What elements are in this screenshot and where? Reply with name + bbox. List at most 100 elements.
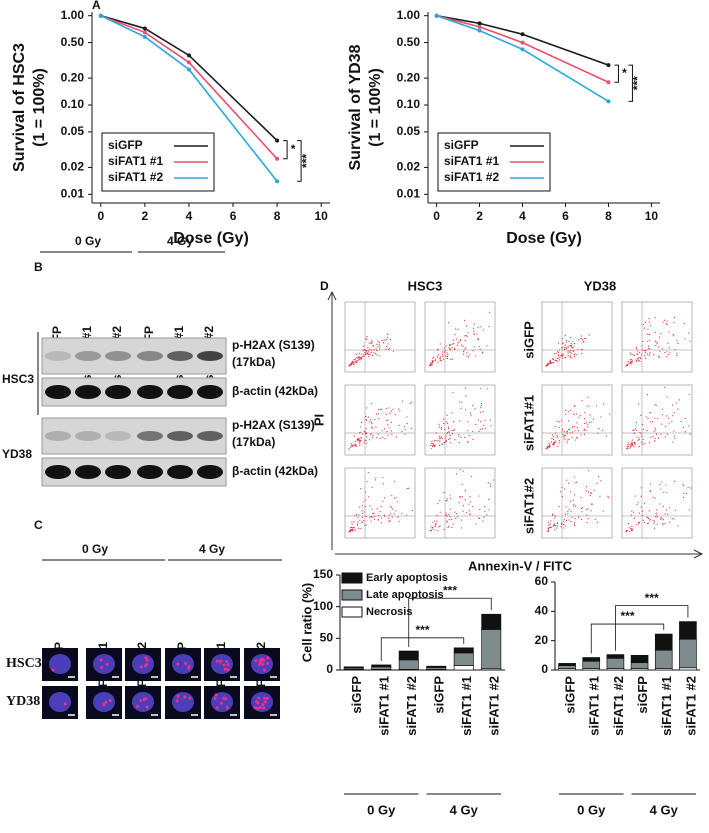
event-dot — [379, 510, 381, 513]
event-dot — [354, 529, 357, 531]
event-dot — [580, 434, 582, 436]
event-dot — [551, 362, 553, 364]
event-dot — [406, 487, 408, 490]
event-dot — [370, 349, 373, 351]
event-dot — [551, 358, 553, 360]
event-dot — [355, 444, 357, 446]
event-dot — [429, 529, 431, 532]
event-dot — [650, 436, 652, 438]
event-dot — [351, 529, 354, 531]
event-dot — [673, 321, 675, 324]
legend-label: siGFP — [444, 138, 479, 152]
event-dot — [379, 355, 381, 357]
y-tick-label: 0 — [326, 662, 333, 676]
event-dot — [379, 437, 381, 439]
event-dot — [553, 362, 555, 364]
foci — [213, 696, 217, 700]
event-dot — [457, 342, 459, 344]
event-dot — [391, 495, 393, 497]
x-tick-label: siGFP — [349, 676, 364, 714]
event-dot — [385, 408, 387, 410]
foci — [176, 662, 180, 666]
event-dot — [440, 436, 442, 438]
event-dot — [545, 448, 547, 450]
event-dot — [590, 510, 592, 512]
event-dot — [353, 527, 355, 529]
event-dot — [353, 529, 355, 531]
event-dot — [443, 423, 445, 425]
event-dot — [641, 349, 644, 351]
event-dot — [445, 512, 447, 514]
event-dot — [627, 444, 629, 446]
data-point — [275, 179, 280, 184]
event-dot — [549, 360, 551, 362]
event-dot — [553, 442, 555, 444]
event-dot — [388, 348, 390, 351]
event-dot — [467, 430, 469, 432]
event-dot — [478, 495, 480, 497]
event-dot — [684, 431, 686, 433]
event-dot — [379, 408, 382, 410]
event-dot — [482, 520, 484, 522]
event-dot — [592, 418, 595, 420]
event-dot — [445, 439, 447, 441]
event-dot — [571, 344, 573, 346]
event-dot — [564, 413, 567, 416]
event-dot — [654, 437, 656, 440]
event-dot — [395, 436, 398, 438]
event-dot — [440, 428, 443, 430]
significance-bracket — [614, 64, 619, 83]
event-dot — [437, 530, 439, 532]
event-dot — [673, 335, 675, 337]
event-dot — [371, 339, 373, 342]
event-dot — [455, 473, 458, 475]
foci — [261, 662, 265, 666]
event-dot — [666, 491, 668, 494]
event-dot — [570, 510, 572, 512]
event-dot — [554, 432, 557, 434]
event-dot — [387, 517, 390, 519]
event-dot — [479, 517, 481, 520]
event-dot — [637, 353, 639, 355]
foci — [262, 706, 266, 710]
event-dot — [446, 520, 448, 522]
event-dot — [627, 447, 629, 449]
event-dot — [456, 516, 459, 518]
foci — [108, 699, 112, 703]
foci — [184, 662, 188, 666]
event-dot — [394, 481, 396, 483]
event-dot — [366, 335, 368, 338]
event-dot — [634, 495, 636, 497]
event-dot — [662, 505, 665, 507]
event-dot — [461, 483, 463, 486]
row-label: siFAT1#1 — [521, 395, 536, 451]
event-dot — [682, 426, 685, 429]
event-dot — [646, 394, 648, 396]
event-dot — [633, 511, 635, 513]
event-dot — [558, 355, 560, 357]
event-dot — [572, 340, 574, 343]
event-dot — [565, 506, 567, 508]
event-dot — [668, 521, 671, 523]
event-dot — [567, 513, 569, 515]
event-dot — [589, 405, 591, 407]
event-dot — [472, 349, 474, 352]
event-dot — [471, 475, 473, 477]
event-dot — [587, 396, 589, 398]
blot-band — [45, 465, 71, 479]
event-dot — [562, 357, 564, 359]
event-dot — [634, 442, 636, 445]
x-tick-label: siFAT1 #2 — [487, 676, 502, 736]
event-dot — [380, 505, 382, 508]
event-dot — [637, 359, 639, 361]
event-dot — [365, 439, 367, 442]
event-dot — [383, 428, 386, 430]
event-dot — [581, 400, 583, 402]
event-dot — [481, 428, 484, 430]
event-dot — [448, 432, 451, 434]
x-tick-label: siGFP — [635, 676, 650, 714]
event-dot — [573, 355, 575, 358]
event-dot — [388, 427, 390, 429]
event-dot — [672, 333, 674, 336]
event-dot — [573, 525, 576, 527]
